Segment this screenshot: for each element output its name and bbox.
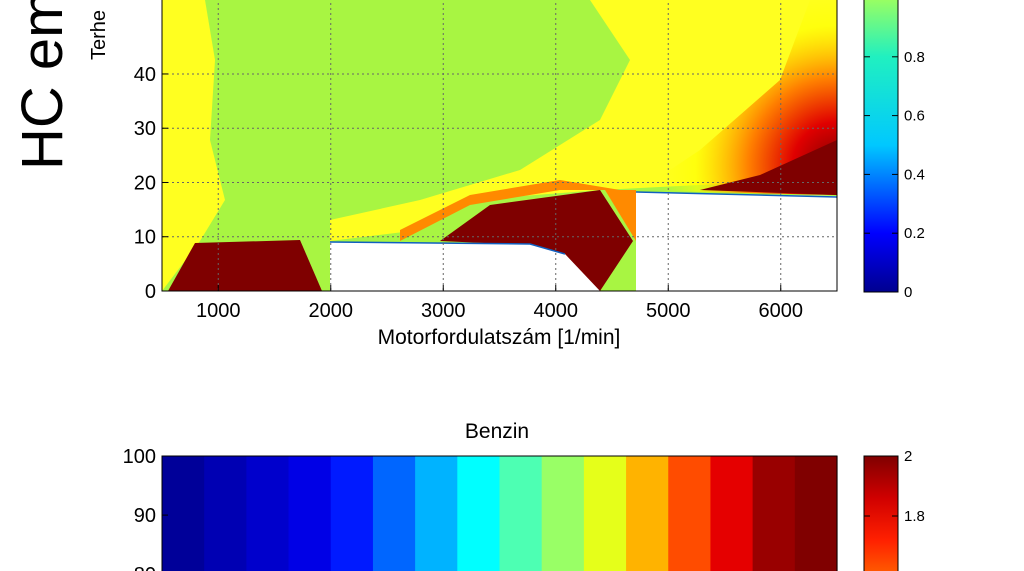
side-title: HC em bbox=[10, 0, 75, 170]
bottom-heatmap-cell bbox=[288, 456, 332, 571]
bottom-heatmap bbox=[162, 456, 838, 571]
yellow-band-left bbox=[162, 0, 225, 291]
bottom-heatmap-cell bbox=[204, 456, 247, 571]
orange-band bbox=[400, 180, 620, 241]
bottom-colorbar-tick-label: 1.6 bbox=[904, 568, 925, 571]
top-y-tick-label: 0 bbox=[145, 281, 156, 303]
top-y-tick-label: 20 bbox=[134, 172, 156, 194]
bottom-heatmap-cell bbox=[457, 456, 501, 571]
bottom-heatmap-cell bbox=[583, 456, 627, 571]
bottom-heatmap-cell bbox=[794, 456, 838, 571]
dark-red-corner bbox=[700, 140, 837, 195]
dark-red-region-2 bbox=[440, 190, 633, 291]
no-data-region-1 bbox=[330, 242, 600, 291]
top-colorbar-tick-label: 0.8 bbox=[904, 49, 925, 66]
top-colorbar bbox=[863, 0, 899, 293]
top-axis-ticks: 1000 2000 3000 4000 5000 6000 0 10 20 30 40 bbox=[134, 64, 803, 322]
top-colorbar-tick-label: 0.4 bbox=[904, 166, 925, 183]
top-x-axis-label: Motorfordulatszám [1/min] bbox=[378, 326, 621, 349]
bottom-heatmap-cell bbox=[246, 456, 290, 571]
top-y-tick-label: 40 bbox=[134, 64, 156, 86]
no-data-boundary-2 bbox=[635, 191, 837, 198]
no-data-region-2 bbox=[636, 192, 837, 291]
dark-red-region-1 bbox=[168, 240, 322, 291]
bottom-y-tick-label: 90 bbox=[134, 505, 156, 527]
top-grid bbox=[162, 0, 837, 292]
top-y-tick-label: 10 bbox=[134, 227, 156, 249]
top-x-tick-label: 1000 bbox=[196, 300, 241, 322]
bottom-heatmap-cell bbox=[752, 456, 796, 571]
bottom-heatmap-cell bbox=[626, 456, 669, 571]
bottom-plot-frame bbox=[161, 455, 838, 571]
no-data-boundary-1 bbox=[329, 241, 566, 255]
bottom-y-tick-label: 80 bbox=[134, 564, 156, 571]
bottom-heatmap-cell bbox=[710, 456, 754, 571]
bottom-colorbar-tick-label: 1.8 bbox=[904, 508, 925, 525]
bottom-colorbar bbox=[863, 455, 899, 571]
top-plot-frame bbox=[161, 0, 838, 292]
top-colorbar-tick-label: 0 bbox=[904, 284, 912, 301]
top-colorbar-ticks: 0 0.2 0.4 0.6 0.8 bbox=[864, 49, 925, 301]
warm-region bbox=[640, 0, 837, 195]
top-y-axis-label: Terhe bbox=[88, 10, 110, 60]
bottom-heatmap-cell bbox=[415, 456, 458, 571]
bottom-heatmap-cell bbox=[541, 456, 585, 571]
bottom-heatmap-cell bbox=[162, 456, 205, 571]
bottom-heatmap-cell bbox=[372, 456, 416, 571]
bottom-heatmap-cell bbox=[668, 456, 712, 571]
top-y-tick-label: 30 bbox=[134, 118, 156, 140]
top-colorbar-tick-label: 0.6 bbox=[904, 108, 925, 125]
top-x-tick-label: 5000 bbox=[646, 300, 691, 322]
bottom-chart-title: Benzin bbox=[465, 420, 529, 443]
top-heatmap bbox=[162, 0, 837, 291]
bottom-axis-ticks: 100 90 80 bbox=[123, 446, 168, 571]
top-x-tick-label: 2000 bbox=[309, 300, 354, 322]
top-colorbar-tick-label: 0.2 bbox=[904, 225, 925, 242]
bottom-colorbar-tick-label: 2 bbox=[904, 448, 912, 465]
orange-flap bbox=[605, 190, 636, 241]
top-x-tick-label: 3000 bbox=[421, 300, 466, 322]
bottom-heatmap-cell bbox=[330, 456, 374, 571]
bottom-y-tick-label: 100 bbox=[123, 446, 156, 468]
bottom-colorbar-ticks: 2 1.8 1.6 bbox=[864, 448, 925, 571]
top-x-tick-label: 6000 bbox=[759, 300, 804, 322]
bottom-heatmap-cell bbox=[499, 456, 543, 571]
top-x-tick-label: 4000 bbox=[534, 300, 579, 322]
